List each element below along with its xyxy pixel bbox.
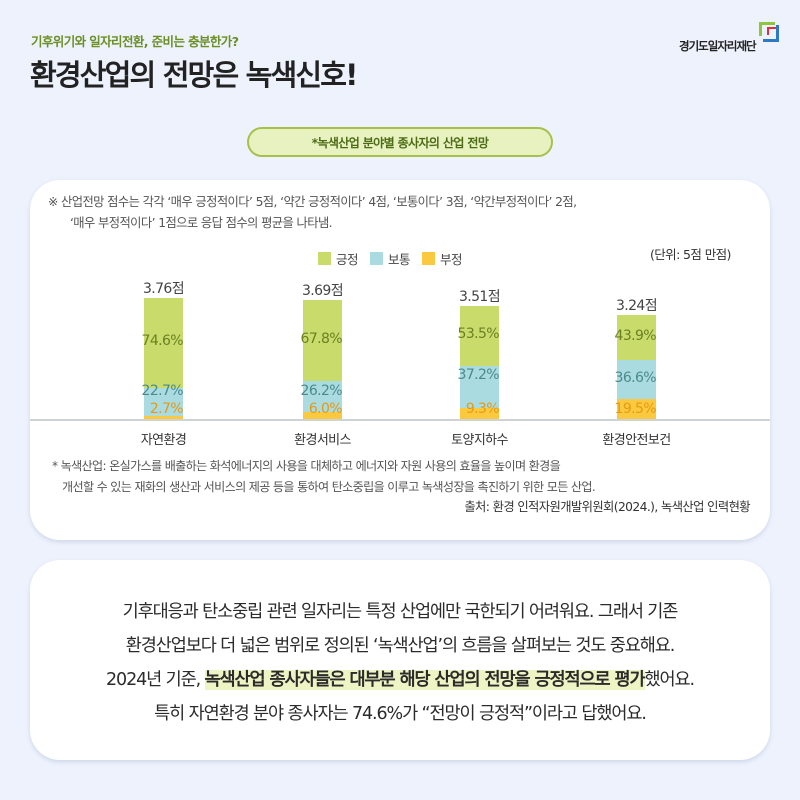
pct-label-positive: 67.8% [300, 330, 343, 347]
bar-segment-negative [617, 398, 656, 419]
bar-segment-positive [617, 314, 656, 361]
x-axis-category: 환경안전보건 [602, 433, 671, 448]
bar-3 [460, 306, 499, 419]
x-axis-category: 환경서비스 [294, 433, 351, 448]
footnote: * 녹색산업: 온실가스를 배출하는 화석에너지의 사용을 대체하고 에너지와 … [52, 456, 752, 498]
bar-segment-neutral [144, 388, 183, 416]
summary-line1: 기후대응과 탄소중립 관련 일자리는 특정 산업에만 국한되기 어려워요. 그래… [122, 602, 679, 622]
summary-line3-post: 했어요. [644, 670, 696, 690]
x-axis-line [30, 419, 770, 421]
bar-segment-neutral [303, 380, 342, 412]
legend-swatch-positive [318, 252, 331, 265]
legend: 긍정 보통 부정 [318, 249, 463, 268]
summary-line2: 환경산업보다 더 넓은 범위로 정의된 ‘녹색산업’의 흐름을 살펴보는 것도 … [125, 636, 676, 656]
page-title: 환경산업의 전망은 녹색신호! [30, 58, 358, 92]
bar-segment-negative [144, 415, 183, 419]
legend-label: 부정 [440, 252, 463, 267]
pct-label-neutral: 37.2% [457, 367, 500, 383]
bar-4 [617, 314, 656, 419]
highlighted-text: 녹색산업 종사자들은 대부분 해당 산업의 전망을 긍정적으로 평가 [204, 670, 646, 690]
pct-label-negative: 6.0% [308, 401, 343, 417]
pct-label-positive: 53.5% [457, 326, 500, 343]
pct-label-negative: 2.7% [149, 401, 184, 417]
legend-label: 긍정 [336, 252, 359, 267]
bar-2 [303, 300, 342, 419]
x-axis-category: 토양지하수 [451, 433, 508, 448]
legend-item-negative: 부정 [422, 249, 463, 268]
chart-title-pill: *녹색산업 분야별 종사자의 산업 전망 [247, 127, 553, 157]
summary-line3-pre: 2024년 기준, [106, 670, 205, 690]
bar-segment-positive [144, 298, 183, 389]
pct-label-positive: 43.9% [614, 327, 657, 344]
summary-line3: 2024년 기준, 녹색산업 종사자들은 대부분 해당 산업의 전망을 긍정적으… [30, 663, 770, 697]
legend-swatch-negative [422, 252, 436, 265]
scoring-note-line1: ※ 산업전망 점수는 각각 ‘매우 긍정적이다’ 5점, ‘약간 긍정적이다’ … [48, 195, 577, 209]
bar-segment-positive [303, 300, 342, 381]
pct-label-neutral: 36.6% [614, 369, 657, 386]
bar-segment-neutral [460, 366, 499, 409]
bar-segment-negative [303, 411, 342, 419]
footnote-line2: 개선할 수 있는 재화의 생산과 서비스의 제공 등을 통하여 탄소중립을 이루… [62, 480, 596, 494]
pct-label-negative: 9.3% [465, 401, 500, 417]
legend-item-positive: 긍정 [318, 249, 359, 268]
pct-label-neutral: 26.2% [300, 383, 343, 399]
bar-1 [144, 298, 183, 419]
scoring-note: ※ 산업전망 점수는 각각 ‘매우 긍정적이다’ 5점, ‘약간 긍정적이다’ … [48, 192, 738, 234]
subtitle: 기후위기와 일자리전환, 준비는 충분한가? [31, 34, 239, 49]
legend-label: 보통 [388, 252, 411, 267]
bar-segment-positive [460, 306, 499, 367]
logo-text: 경기도일자리재단 [679, 39, 757, 53]
pct-label-neutral: 22.7% [141, 383, 184, 399]
pct-label-positive: 74.6% [141, 333, 184, 350]
logo-icon [759, 22, 779, 42]
bar-segment-negative [460, 408, 499, 419]
score-label: 3.51점 [458, 289, 501, 306]
score-label: 3.76점 [142, 281, 185, 297]
footnote-line1: * 녹색산업: 온실가스를 배출하는 화석에너지의 사용을 대체하고 에너지와 … [52, 459, 561, 473]
unit-label: (단위: 5점 만점) [650, 247, 731, 262]
legend-swatch-neutral [370, 252, 384, 265]
bar-segment-neutral [617, 360, 656, 399]
legend-item-neutral: 보통 [370, 249, 411, 268]
logo: 경기도일자리재단 [675, 18, 785, 60]
summary-card [30, 560, 770, 760]
x-axis-category: 자연환경 [140, 433, 187, 448]
source-citation: 출처: 환경 인적자원개발위원회(2024.), 녹색산업 인력현황 [464, 500, 750, 514]
pct-label-negative: 19.5% [614, 401, 657, 417]
summary-line4: 특히 자연환경 분야 종사자는 74.6%가 “전망이 긍정적”이라고 답했어요… [154, 704, 647, 724]
summary-text: 기후대응과 탄소중립 관련 일자리는 특정 산업에만 국한되기 어려워요. 그래… [30, 595, 770, 731]
score-label: 3.24점 [615, 297, 658, 314]
scoring-note-line2: ‘매우 부정적이다’ 1점으로 응답 점수의 평균을 나타냄. [70, 216, 333, 230]
score-label: 3.69점 [301, 283, 344, 300]
